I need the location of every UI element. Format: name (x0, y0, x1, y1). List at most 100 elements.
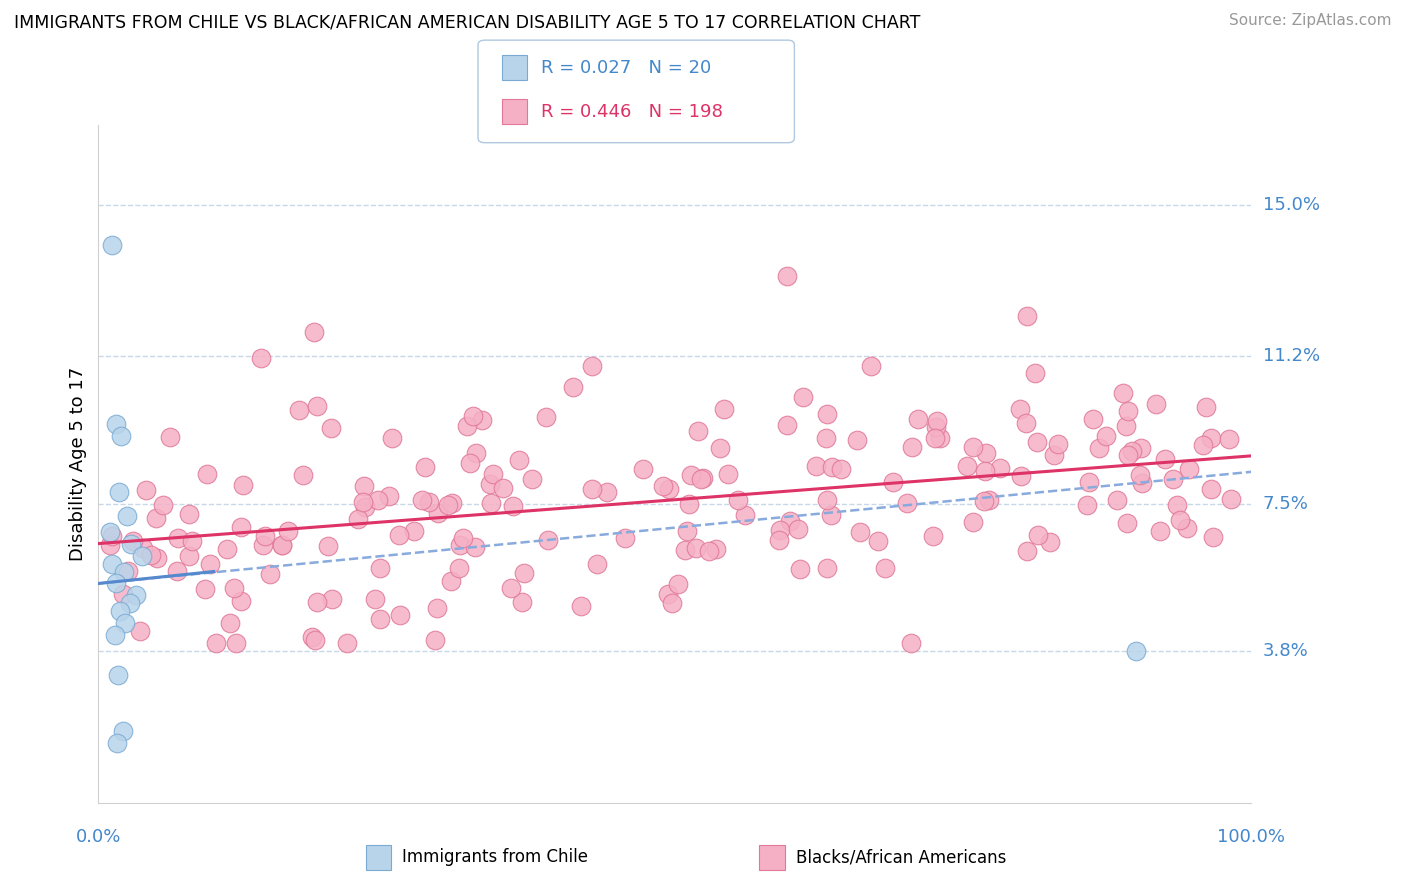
Point (921, 529, 943, 543)
Point (974, 446, 997, 460)
Point (145, 511, 167, 525)
Point (977, 493, 1000, 508)
Point (304, 632, 326, 647)
Point (129, 624, 152, 638)
Point (402, 524, 425, 539)
Point (103, 628, 125, 642)
Point (1015, 416, 1038, 430)
Point (436, 498, 458, 512)
Point (501, 582, 523, 596)
Point (1015, 309, 1038, 323)
Point (335, 636, 357, 650)
Point (768, 533, 790, 547)
Point (1218, 432, 1240, 446)
Point (1202, 530, 1225, 544)
Text: 7.5%: 7.5% (1263, 495, 1309, 513)
Point (581, 483, 603, 497)
Point (204, 636, 226, 650)
Point (464, 540, 486, 554)
Point (101, 557, 124, 571)
Point (471, 413, 494, 427)
Point (676, 524, 699, 538)
Point (1219, 491, 1241, 506)
Point (177, 549, 200, 563)
Point (513, 566, 536, 581)
Point (461, 409, 484, 424)
Point (114, 616, 136, 631)
Point (131, 549, 153, 563)
Point (195, 467, 218, 481)
Point (581, 359, 603, 374)
Point (973, 494, 995, 508)
Text: 3.8%: 3.8% (1263, 642, 1309, 660)
Point (1078, 475, 1101, 490)
Point (111, 724, 134, 739)
Point (704, 541, 727, 556)
Point (990, 461, 1012, 475)
Point (377, 489, 399, 503)
Point (1166, 498, 1188, 512)
Point (1149, 524, 1171, 538)
Point (697, 544, 720, 558)
Point (222, 581, 245, 595)
Point (815, 493, 838, 508)
Point (321, 592, 343, 607)
Point (1199, 482, 1222, 496)
Point (907, 412, 929, 426)
Point (120, 536, 142, 550)
Point (789, 562, 811, 576)
Point (482, 467, 505, 481)
Point (449, 539, 471, 553)
Point (101, 237, 124, 252)
Point (423, 633, 446, 648)
Point (117, 508, 139, 523)
Point (1121, 444, 1143, 458)
Point (1116, 516, 1139, 531)
Point (717, 467, 740, 481)
Point (1170, 513, 1192, 527)
Point (217, 541, 239, 556)
Point (786, 522, 808, 536)
Point (200, 557, 222, 571)
Point (426, 507, 449, 521)
Point (713, 402, 735, 417)
Point (139, 549, 162, 563)
Point (1011, 468, 1033, 483)
Text: R = 0.446   N = 198: R = 0.446 N = 198 (541, 103, 723, 120)
Point (686, 424, 709, 438)
Point (380, 431, 402, 445)
Point (962, 440, 984, 454)
Point (292, 468, 315, 483)
Point (815, 560, 838, 574)
Point (1026, 434, 1049, 449)
Point (426, 601, 449, 615)
Point (1116, 449, 1139, 463)
Point (179, 507, 201, 521)
Point (661, 595, 683, 609)
Point (631, 462, 654, 476)
Point (1112, 385, 1135, 400)
Point (166, 564, 188, 578)
Point (125, 589, 148, 603)
Text: Immigrants from Chile: Immigrants from Chile (402, 848, 588, 866)
Point (1039, 534, 1062, 549)
Point (866, 534, 889, 549)
Text: 11.2%: 11.2% (1263, 347, 1320, 365)
Point (146, 550, 169, 565)
Point (775, 418, 797, 433)
Point (101, 529, 124, 543)
Point (1105, 492, 1128, 507)
Point (132, 541, 155, 555)
Point (225, 636, 247, 650)
Point (346, 512, 368, 526)
Point (250, 351, 273, 365)
Point (673, 543, 696, 558)
Point (1178, 462, 1201, 476)
Point (108, 484, 131, 499)
Point (112, 565, 135, 579)
Point (367, 493, 389, 508)
Point (814, 431, 837, 445)
Point (1130, 476, 1153, 491)
Point (370, 560, 392, 574)
Point (301, 631, 323, 645)
